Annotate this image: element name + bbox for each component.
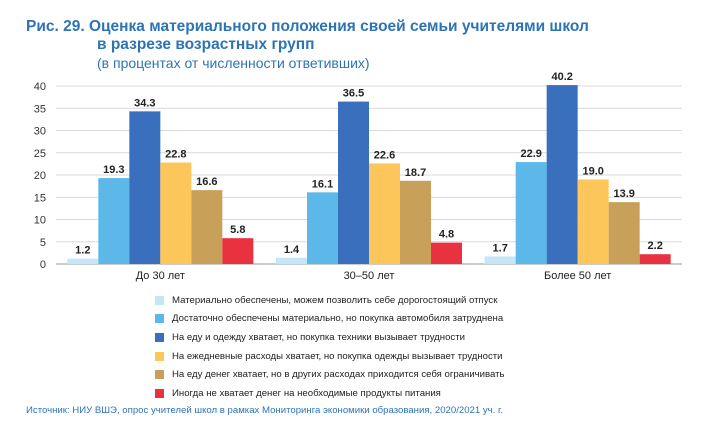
bar — [400, 180, 431, 264]
bar — [191, 190, 223, 264]
y-tick-label: 40 — [34, 81, 46, 93]
data-label: 22.8 — [165, 149, 186, 161]
data-label: 36.5 — [343, 88, 364, 100]
legend-swatch — [155, 388, 164, 398]
legend-label: На ежедневные расходы хватает, но покупк… — [172, 350, 503, 362]
data-label: 18.7 — [405, 167, 426, 179]
data-label: 2.2 — [648, 240, 663, 252]
legend-label: На еду денег хватает, но в других расход… — [172, 369, 505, 381]
y-tick-label: 0 — [40, 259, 46, 271]
chart-legend: Материально обеспечены, можем позволить … — [155, 291, 505, 403]
bar-chart: 0 5 10 15 20 25 30 35 40 1.2 19.3 34.3 22.8 16.6 5.8 До… — [34, 71, 682, 282]
legend-label: Материально обеспечены, можем позволить … — [172, 294, 498, 306]
legend-swatch — [155, 314, 164, 324]
data-label: 19.3 — [103, 164, 124, 176]
data-label: 4.8 — [439, 229, 454, 241]
legend-label: Иногда не хватает денег на необходимые п… — [172, 387, 441, 399]
y-tick-label: 10 — [34, 215, 46, 227]
legend-item: Иногда не хватает денег на необходимые п… — [155, 384, 505, 403]
data-label: 5.8 — [230, 224, 245, 236]
bar — [276, 257, 307, 264]
x-tick-label: До 30 лет — [136, 270, 185, 282]
data-label: 16.6 — [196, 176, 217, 188]
data-label: 22.6 — [374, 149, 395, 161]
x-tick-label: 30–50 лет — [344, 270, 395, 282]
bar — [546, 85, 578, 264]
y-tick-label: 5 — [40, 237, 46, 249]
y-tick-label: 25 — [34, 148, 46, 160]
chart-title-line-2: в разрезе возрастных групп — [97, 36, 315, 53]
legend-label: Достаточно обеспечены материально, но по… — [172, 313, 504, 325]
legend-item: На ежедневные расходы хватает, но покупк… — [155, 347, 505, 366]
data-label: 19.0 — [582, 165, 603, 177]
legend-item: Материально обеспечены, можем позволить … — [155, 291, 505, 310]
data-label: 16.1 — [312, 178, 333, 190]
data-label: 40.2 — [551, 71, 572, 83]
data-label: 34.3 — [134, 97, 155, 109]
x-tick-label: Более 50 лет — [544, 270, 611, 282]
bar — [515, 162, 547, 264]
data-label: 13.9 — [613, 188, 634, 200]
legend-swatch — [155, 295, 164, 305]
legend-label: На еду и одежду хватает, но покупка техн… — [172, 331, 465, 343]
data-label: 1.4 — [284, 244, 300, 256]
bar — [608, 202, 640, 264]
bar — [222, 238, 254, 264]
bar — [431, 242, 462, 264]
bar — [639, 254, 671, 264]
legend-swatch — [155, 351, 164, 361]
bar — [338, 101, 369, 264]
bar — [484, 256, 516, 264]
data-label: 1.2 — [75, 245, 90, 257]
legend-item: Достаточно обеспечены материально, но по… — [155, 310, 505, 329]
y-tick-label: 20 — [34, 170, 46, 182]
chart-subtitle: (в процентах от численности ответивших) — [97, 55, 370, 71]
y-tick-label: 35 — [34, 103, 46, 115]
bar — [307, 192, 338, 264]
data-label: 1.7 — [493, 242, 508, 254]
legend-item: На еду и одежду хватает, но покупка техн… — [155, 328, 505, 347]
source-note: Источник: НИУ ВШЭ, опрос учителей школ в… — [26, 405, 503, 416]
legend-item: На еду денег хватает, но в других расход… — [155, 365, 505, 384]
y-tick-label: 15 — [34, 192, 46, 204]
chart-title-line-1: Рис. 29. Оценка материального положения … — [26, 18, 589, 35]
legend-swatch — [155, 332, 164, 342]
bar — [129, 111, 161, 265]
bar — [577, 179, 609, 264]
legend-swatch — [155, 370, 164, 380]
y-tick-label: 30 — [34, 126, 46, 138]
bar — [67, 258, 99, 264]
bar — [98, 178, 130, 264]
bar — [369, 163, 400, 264]
data-label: 22.9 — [520, 148, 541, 160]
bar — [160, 162, 192, 264]
